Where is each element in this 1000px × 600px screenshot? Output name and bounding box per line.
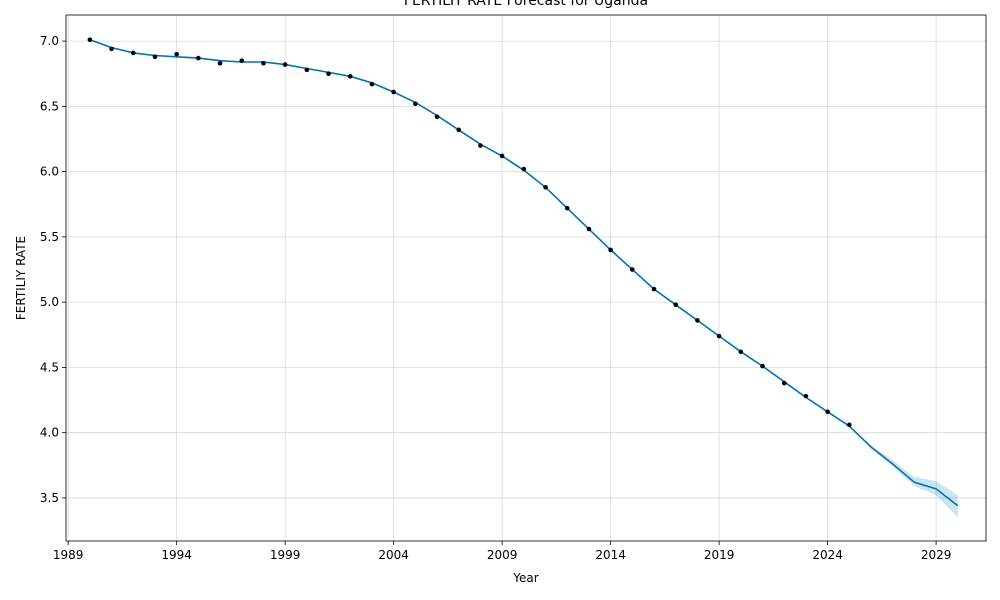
observed-point	[174, 51, 179, 57]
observed-point	[781, 380, 787, 386]
y-axis-label: FERTILIY RATE	[14, 236, 28, 320]
observed-point	[478, 143, 483, 148]
observed-point	[304, 67, 310, 73]
observed-point	[217, 60, 223, 66]
y-tick-label: 5.5	[40, 230, 59, 244]
x-tick-label: 2024	[812, 548, 843, 562]
observed-point	[434, 114, 440, 120]
observed-point	[196, 55, 201, 61]
observed-point	[369, 81, 375, 87]
observed-point	[87, 37, 93, 43]
x-axis-label: Year	[512, 571, 538, 585]
y-tick-label: 6.5	[40, 99, 59, 113]
observed-point	[499, 153, 505, 159]
x-tick-label: 2014	[595, 548, 626, 562]
observed-point	[109, 46, 114, 52]
x-tick-label: 1999	[270, 548, 301, 562]
observed-point	[543, 184, 548, 190]
observed-point	[347, 74, 353, 79]
observed-point	[152, 54, 158, 60]
observed-point	[391, 89, 396, 95]
observed-point	[456, 127, 462, 133]
observed-point	[695, 318, 700, 323]
observed-point	[651, 286, 657, 292]
observed-point	[586, 226, 592, 232]
y-tick-label: 5.0	[40, 295, 59, 309]
observed-point	[239, 58, 245, 63]
observed-point	[760, 363, 765, 369]
observed-point	[738, 349, 744, 355]
observed-point	[261, 60, 266, 66]
observed-point	[847, 422, 852, 428]
observed-point	[326, 71, 331, 77]
observed-point	[803, 393, 809, 399]
x-axis-ticks: 1989 1994 1999 2004 2009 2014 2019 2024 2029	[53, 541, 951, 562]
x-tick-label: 2019	[704, 548, 735, 562]
observed-point	[521, 166, 527, 172]
y-tick-label: 7.0	[40, 34, 59, 48]
x-tick-label: 2029	[921, 548, 952, 562]
x-tick-label: 2004	[378, 548, 409, 562]
y-tick-label: 4.5	[40, 360, 59, 374]
y-axis-ticks: 3.5 4.0 4.5 5.0 5.5 6.0 6.5 7.0	[40, 34, 66, 505]
y-tick-label: 6.0	[40, 165, 59, 179]
x-tick-label: 2009	[487, 548, 518, 562]
y-tick-label: 4.0	[40, 426, 59, 440]
grid-lines	[66, 15, 986, 541]
x-tick-label: 1989	[53, 548, 84, 562]
x-tick-label: 1994	[161, 548, 192, 562]
observed-point	[716, 333, 722, 339]
observed-point	[413, 101, 418, 107]
observed-point	[825, 409, 830, 415]
observed-point	[630, 267, 635, 272]
observed-point	[130, 50, 136, 56]
y-tick-label: 3.5	[40, 491, 59, 505]
observed-point	[564, 205, 570, 211]
observed-points	[87, 37, 852, 428]
chart-title: FERTILIY RATE Forecast for Uganda	[403, 0, 649, 9]
plot-frame	[65, 14, 987, 542]
observed-point	[282, 62, 288, 67]
observed-point	[673, 302, 679, 308]
observed-point	[608, 247, 613, 253]
